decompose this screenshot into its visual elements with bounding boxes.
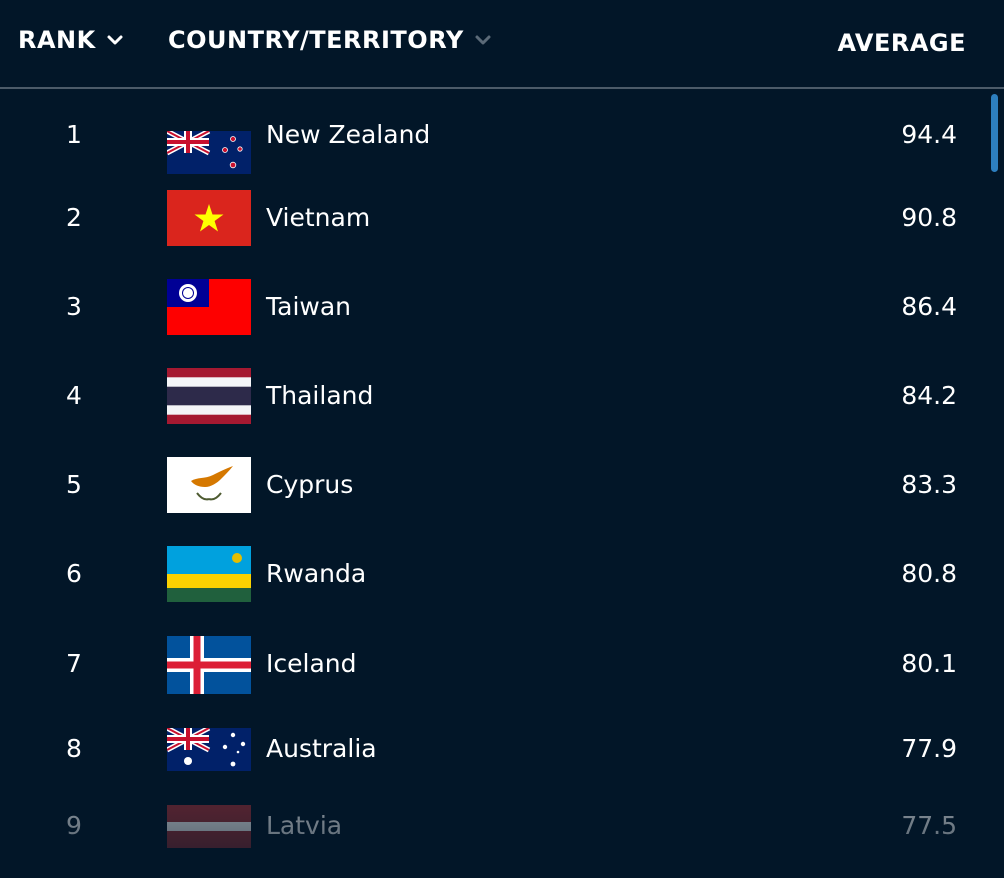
average-value: 94.4 [901,120,957,149]
table-row[interactable]: 4 Thailand 84.2 [0,367,985,427]
average-value: 86.4 [901,292,957,321]
rank-number: 8 [66,734,82,763]
chevron-down-icon [106,31,124,49]
average-value: 90.8 [901,203,957,232]
table-row[interactable]: 9 Latvia 77.5 [0,797,985,857]
country-name: Iceland [266,649,357,678]
table-row[interactable]: 2 Vietnam 90.8 [0,189,985,249]
rank-number: 5 [66,470,82,499]
australia-flag-icon [167,728,251,771]
rank-number: 2 [66,203,82,232]
country-sort-button[interactable]: COUNTRY/TERRITORY [168,26,492,54]
average-value: 84.2 [901,381,957,410]
rank-number: 1 [66,120,82,149]
table-row[interactable]: 8 [0,720,985,780]
table-row[interactable]: 5 Cyprus 83.3 [0,456,985,516]
rwanda-flag-icon [167,546,251,602]
scrollbar-thumb[interactable] [991,94,998,172]
country-name: Latvia [266,811,343,840]
taiwan-flag-icon [167,279,251,335]
chevron-down-icon [474,31,492,49]
average-value: 80.1 [901,649,957,678]
country-name: Cyprus [266,470,354,499]
average-sort-button[interactable]: AVERAGE [837,29,966,57]
rank-number: 9 [66,811,82,840]
rank-header-label: RANK [18,26,96,54]
average-header-label: AVERAGE [837,29,966,57]
iceland-flag-icon [167,636,251,694]
average-value: 77.5 [901,811,957,840]
country-name: Vietnam [266,203,371,232]
latvia-flag-icon [167,805,251,848]
table-header: RANK COUNTRY/TERRITORY AVERAGE [0,0,1004,89]
table-row[interactable]: 6 Rwanda 80.8 [0,545,985,605]
table-row[interactable]: 7 Iceland 80.1 [0,635,985,695]
rank-number: 3 [66,292,82,321]
rank-number: 7 [66,649,82,678]
average-value: 83.3 [901,470,957,499]
cyprus-flag-icon [167,457,251,513]
rank-number: 6 [66,559,82,588]
country-name: Australia [266,734,377,763]
average-value: 80.8 [901,559,957,588]
table-row[interactable]: 1 [0,106,985,174]
rank-number: 4 [66,381,82,410]
table-row[interactable]: 3 Taiwan 86.4 [0,278,985,338]
thailand-flag-icon [167,368,251,424]
new-zealand-flag-icon [167,131,251,174]
vietnam-flag-icon [167,190,251,246]
rank-sort-button[interactable]: RANK [18,26,124,54]
country-name: Taiwan [266,292,352,321]
country-name: New Zealand [266,120,431,149]
country-name: Thailand [266,381,374,410]
country-header-label: COUNTRY/TERRITORY [168,26,464,54]
average-value: 77.9 [901,734,957,763]
country-name: Rwanda [266,559,367,588]
